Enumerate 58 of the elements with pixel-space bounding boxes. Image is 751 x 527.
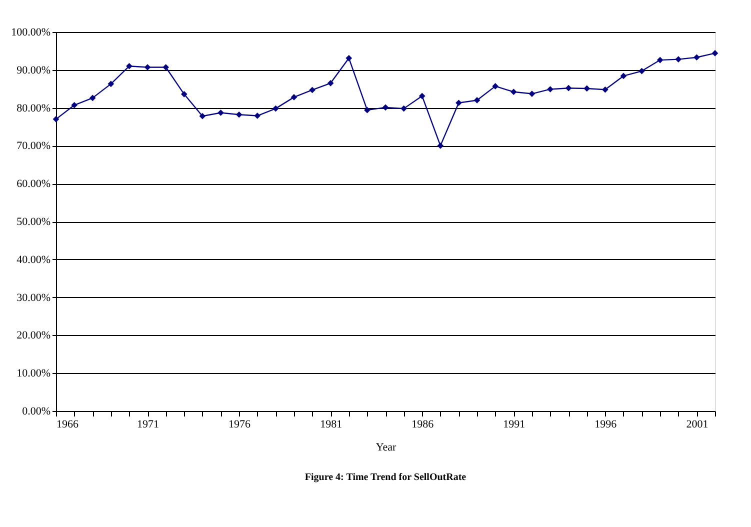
x-tick-label: 1981 [320, 418, 342, 430]
point [602, 86, 608, 93]
point [528, 90, 536, 97]
point [675, 56, 682, 62]
point [346, 54, 352, 62]
point [456, 100, 462, 106]
point [327, 80, 334, 86]
point [236, 111, 242, 118]
point [656, 56, 664, 64]
y-tick-label: 100.00% [11, 26, 50, 38]
text: Figure 4: Time Trend for SellOutRate [304, 472, 467, 483]
x-tick-label: 2001 [686, 418, 708, 430]
point [364, 106, 370, 114]
point [272, 105, 279, 112]
point [584, 85, 590, 92]
point [254, 112, 261, 119]
x-tick-label: 1991 [503, 418, 526, 430]
y-tick-label: 90.00% [16, 64, 50, 76]
point [400, 105, 407, 112]
y-tick-label: 40.00% [16, 254, 50, 266]
point [474, 97, 480, 104]
y-tick-label: 70.00% [16, 140, 50, 152]
y-tick-label: 50.00% [16, 216, 50, 228]
y-tick-label: 80.00% [16, 102, 50, 114]
x-tick-label: 1986 [412, 418, 434, 430]
x-tick-label: 1996 [594, 418, 618, 430]
point [418, 92, 426, 100]
point [638, 68, 645, 74]
x-axis-title: Year [376, 442, 396, 454]
point [712, 50, 718, 56]
point [437, 142, 444, 149]
point [694, 54, 700, 61]
point [547, 86, 554, 92]
point [126, 62, 132, 70]
point [382, 104, 389, 111]
point [290, 94, 298, 100]
point [492, 83, 498, 90]
y-tick-label: 30.00% [16, 292, 50, 304]
point [218, 110, 224, 116]
y-tick-label: 20.00% [16, 330, 50, 342]
point [199, 112, 206, 120]
point [144, 64, 151, 70]
point [309, 86, 316, 94]
x-tick-label: 1976 [228, 418, 252, 430]
y-tick-label: 60.00% [16, 178, 50, 190]
point [620, 72, 627, 80]
point [89, 94, 96, 102]
point [52, 116, 60, 122]
point [510, 88, 517, 96]
point [108, 80, 114, 88]
x-tick-label: 1966 [56, 418, 79, 430]
point [180, 90, 188, 98]
point [71, 102, 78, 108]
y-tick-label: 10.00% [16, 368, 50, 380]
y-tick-label: 0.00% [22, 406, 50, 418]
point [162, 64, 169, 70]
point [565, 84, 572, 92]
x-tick-label: 1971 [137, 418, 160, 430]
